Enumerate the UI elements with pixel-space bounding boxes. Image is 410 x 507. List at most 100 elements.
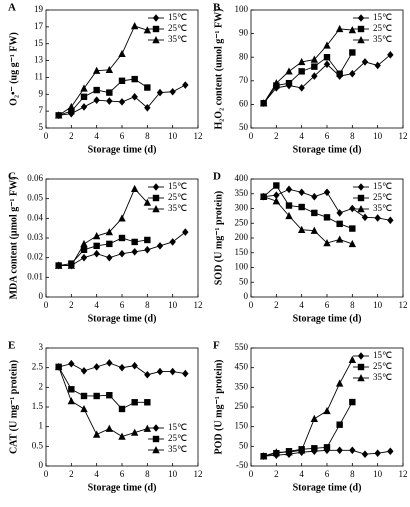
marker: [336, 70, 343, 77]
x-tick-label: 12: [399, 131, 408, 141]
marker: [285, 448, 293, 456]
y-tick-label: 13: [34, 55, 44, 65]
x-tick-label: 6: [325, 131, 330, 141]
y-tick-label: 2: [39, 381, 44, 391]
marker: [67, 261, 76, 269]
marker: [285, 202, 293, 209]
panel-label: A: [8, 2, 16, 14]
marker: [67, 102, 76, 111]
marker: [92, 66, 101, 74]
marker: [357, 25, 365, 33]
legend-label: 35℃: [373, 34, 392, 44]
marker: [152, 36, 160, 44]
y-axis-label: O₂•⁻ (ug g⁻¹ FW): [8, 32, 19, 106]
panel-label: B: [213, 2, 221, 14]
y-axis-label: MDA content (μmol g⁻¹ FW): [8, 177, 19, 300]
marker: [105, 424, 114, 432]
marker: [361, 213, 369, 222]
y-tick-label: 0: [39, 291, 44, 301]
y-tick-label: 400: [235, 173, 249, 183]
y-tick-label: 1: [39, 421, 44, 431]
marker: [67, 397, 76, 405]
x-tick-label: 10: [373, 469, 383, 479]
y-tick-label: 11: [34, 71, 43, 81]
y-tick-label: 90: [239, 28, 249, 38]
marker: [357, 194, 365, 202]
y-tick-label: 200: [235, 232, 249, 242]
y-tick-label: 250: [235, 217, 249, 227]
y-axis-label: CAT (U mg⁻¹ protein): [8, 360, 19, 454]
marker: [143, 198, 152, 206]
y-tick-label: 150: [235, 247, 249, 257]
marker: [311, 192, 318, 201]
y-tick-label: 2.5: [32, 362, 44, 372]
x-tick-label: 2: [69, 300, 74, 310]
y-tick-label: 100: [235, 262, 249, 272]
legend-label: 35℃: [168, 34, 187, 44]
marker: [80, 84, 88, 92]
x-tick-label: 6: [120, 131, 125, 141]
legend-label: 15℃: [373, 181, 392, 191]
panel-label: D: [213, 171, 221, 183]
legend-label: 35℃: [168, 444, 187, 454]
y-tick-label: 0.01: [27, 271, 43, 281]
legend-label: 25℃: [168, 23, 187, 33]
y-tick-label: 50: [239, 440, 249, 450]
marker: [68, 386, 75, 393]
marker: [374, 214, 381, 222]
x-tick-label: 4: [299, 131, 304, 141]
y-tick-label: 0.04: [27, 212, 43, 222]
marker: [118, 98, 126, 106]
x-axis-label: Storage time (d): [293, 482, 362, 493]
y-tick-label: 80: [239, 51, 249, 61]
marker: [374, 61, 381, 70]
marker: [118, 405, 126, 413]
marker: [93, 249, 100, 258]
marker: [285, 79, 293, 87]
x-tick-label: 4: [94, 300, 99, 310]
marker: [54, 261, 63, 269]
y-tick-label: 0: [244, 291, 249, 301]
marker: [131, 247, 138, 256]
marker: [310, 55, 319, 63]
marker: [285, 211, 293, 220]
marker: [80, 392, 88, 400]
marker: [169, 87, 176, 96]
marker: [106, 359, 113, 367]
y-tick-label: 9: [39, 88, 44, 98]
legend-label: 15℃: [168, 12, 187, 22]
y-tick-label: 0.02: [27, 252, 43, 262]
marker: [144, 103, 151, 112]
x-tick-label: 10: [373, 300, 383, 310]
marker: [156, 367, 164, 376]
marker: [152, 194, 160, 202]
marker: [54, 362, 63, 371]
marker: [323, 239, 331, 247]
y-tick-label: 0.03: [27, 232, 43, 242]
marker: [272, 448, 281, 456]
marker: [93, 392, 100, 400]
y-tick-label: 0.5: [32, 440, 44, 450]
marker: [323, 60, 331, 69]
marker: [298, 84, 305, 92]
marker: [273, 191, 280, 200]
x-tick-label: 6: [120, 300, 125, 310]
legend-label: 35℃: [168, 203, 187, 213]
marker: [272, 197, 281, 205]
marker: [311, 72, 318, 80]
y-tick-label: 60: [239, 98, 249, 108]
marker: [144, 399, 151, 406]
marker: [349, 398, 356, 406]
series-line: [263, 28, 353, 104]
series-line: [263, 359, 353, 457]
marker: [152, 14, 160, 22]
marker: [387, 216, 394, 225]
y-tick-label: -50: [236, 460, 248, 470]
marker: [106, 253, 113, 262]
panel-label: E: [8, 340, 15, 352]
x-axis-label: Storage time (d): [88, 482, 157, 493]
marker: [106, 89, 113, 96]
marker: [131, 399, 138, 406]
marker: [311, 209, 318, 217]
marker: [387, 447, 394, 456]
